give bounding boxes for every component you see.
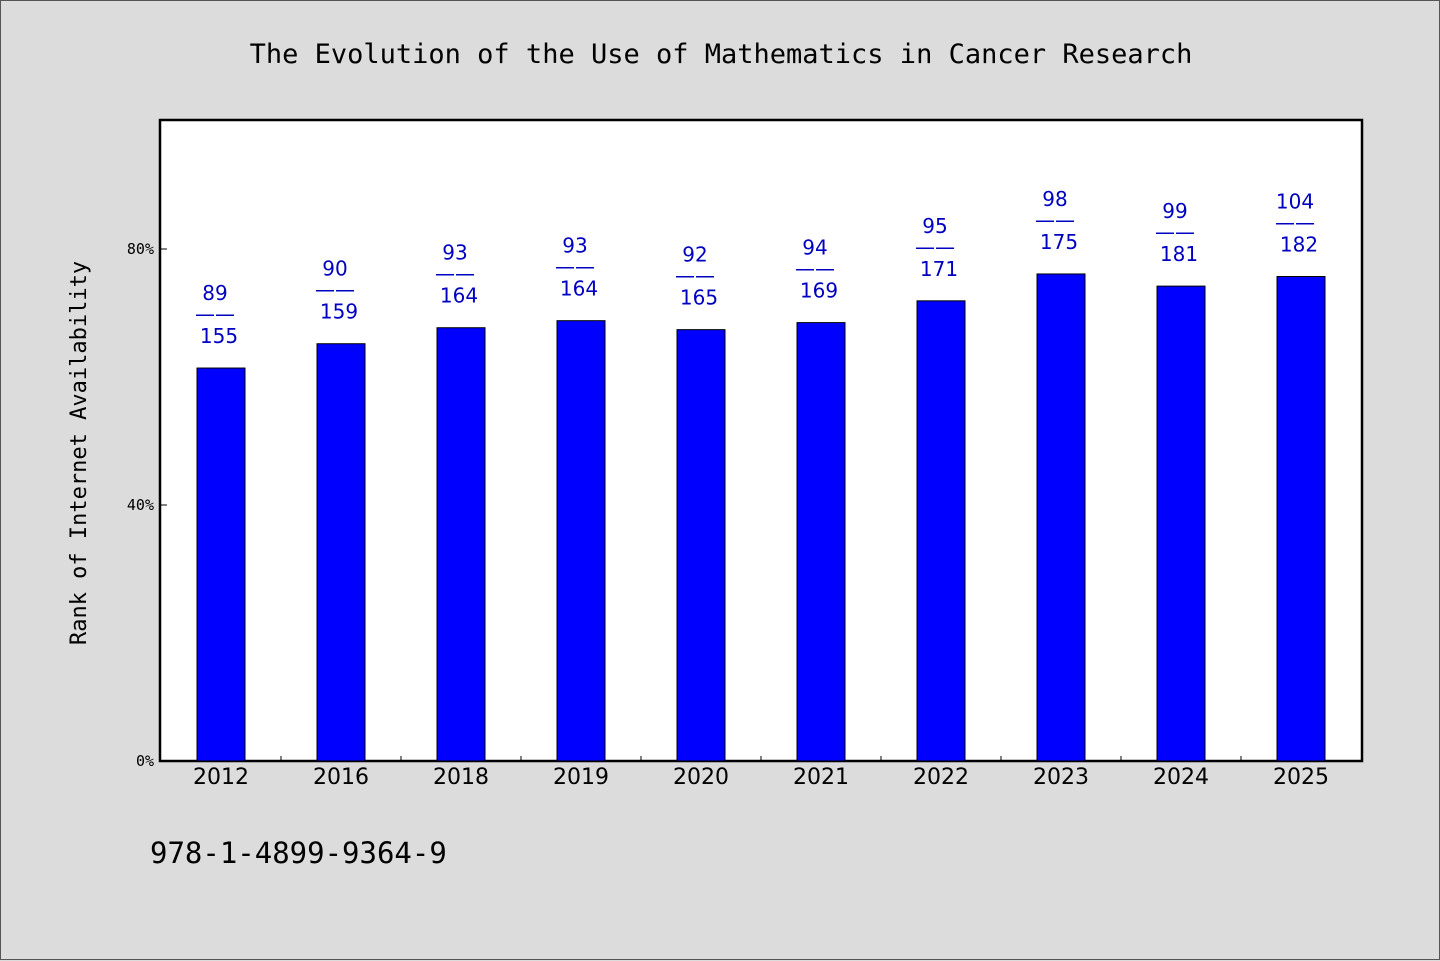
data-label-separator: —— <box>315 278 355 302</box>
data-label-separator: —— <box>1275 211 1315 235</box>
x-tick-label: 2018 <box>433 765 489 790</box>
x-tick-label: 2019 <box>553 765 609 790</box>
data-label-separator: —— <box>195 302 235 326</box>
data-label-top: 94 <box>802 236 827 260</box>
x-tick-label: 2024 <box>1153 765 1209 790</box>
bar-2022 <box>916 300 966 762</box>
bar-2021 <box>796 322 846 762</box>
data-label-bottom: 155 <box>200 324 238 348</box>
bar-2024 <box>1156 285 1206 762</box>
x-axis-ticks: 2012 2016 2018 2019 2020 2021 2022 2023 2024 2025 <box>193 756 1329 790</box>
bar-2012 <box>196 367 246 762</box>
y-tick-label: 80% <box>127 240 154 258</box>
bar-2016 <box>316 343 366 762</box>
bar-2023 <box>1036 273 1086 762</box>
y-tick-label: 0% <box>136 752 154 770</box>
data-label-separator: —— <box>1155 220 1195 244</box>
data-label-separator: —— <box>1035 208 1075 232</box>
x-tick-label: 2020 <box>673 765 729 790</box>
data-label-separator: —— <box>675 264 715 288</box>
data-label-bottom: 169 <box>800 279 838 303</box>
data-label-bottom: 165 <box>680 286 718 310</box>
data-label-bottom: 182 <box>1280 233 1318 257</box>
data-label-top: 99 <box>1162 199 1187 223</box>
x-tick-label: 2012 <box>193 765 249 790</box>
x-tick-label: 2023 <box>1033 765 1089 790</box>
data-label-top: 93 <box>442 241 467 265</box>
x-tick-label: 2022 <box>913 765 969 790</box>
chart-title: The Evolution of the Use of Mathematics … <box>250 39 1193 70</box>
bar-2019 <box>556 320 606 762</box>
data-label-top: 98 <box>1042 187 1067 211</box>
data-label-bottom: 164 <box>560 277 598 301</box>
data-label-separator: —— <box>555 255 595 279</box>
data-label-top: 93 <box>562 234 587 258</box>
x-tick-label: 2021 <box>793 765 849 790</box>
y-axis-label: Rank of Internet Availability <box>67 261 92 645</box>
data-label-bottom: 159 <box>320 300 358 324</box>
y-tick-label: 40% <box>127 496 154 514</box>
data-label-separator: —— <box>795 257 835 281</box>
bar-2018 <box>436 327 486 762</box>
x-tick-label: 2016 <box>313 765 369 790</box>
data-label-bottom: 181 <box>1160 242 1198 266</box>
bar-2025 <box>1276 276 1326 762</box>
data-label-bottom: 175 <box>1040 230 1078 254</box>
data-label-top: 92 <box>682 243 707 267</box>
data-label-top: 90 <box>322 257 347 281</box>
data-label-separator: —— <box>915 235 955 259</box>
data-label-top: 95 <box>922 214 947 238</box>
data-label-top: 89 <box>202 281 227 305</box>
data-label-bottom: 171 <box>920 257 958 281</box>
data-labels-group: 89——15590——15993——16493——16492——16594——1… <box>195 187 1318 348</box>
footer-isbn: 978-1-4899-9364-9 <box>150 836 447 870</box>
y-axis-ticks: 0% 40% 80% <box>127 240 167 770</box>
x-tick-label: 2025 <box>1273 765 1329 790</box>
data-label-top: 104 <box>1276 190 1314 214</box>
data-label-bottom: 164 <box>440 284 478 308</box>
bar-2020 <box>676 329 726 762</box>
bars-group <box>196 273 1326 762</box>
data-label-separator: —— <box>435 262 475 286</box>
